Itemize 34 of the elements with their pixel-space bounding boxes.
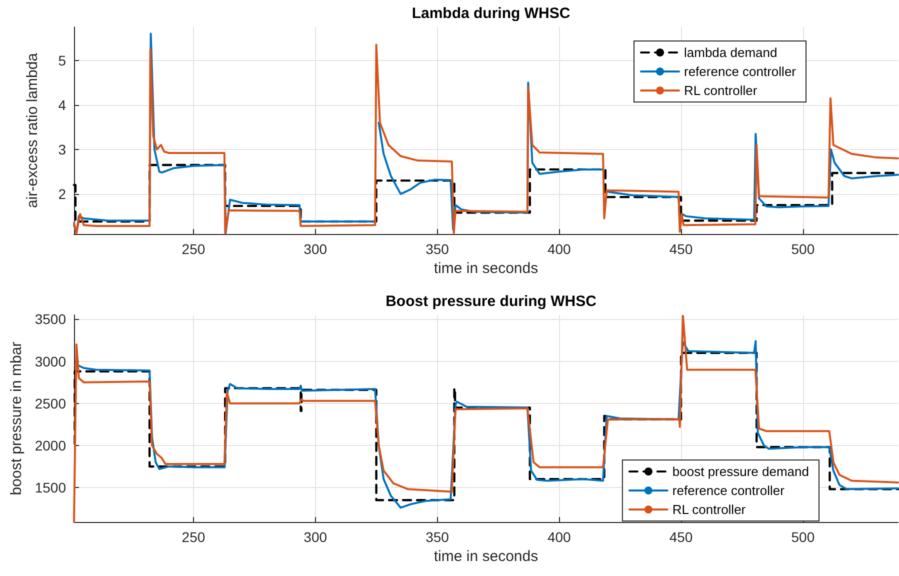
y-tick-label: 2000 <box>34 437 66 454</box>
x-tick-label: 400 <box>547 241 572 257</box>
y-axis-title: air-excess ratio lambda <box>24 52 41 208</box>
x-tick-label: 450 <box>669 241 693 257</box>
y-tick-label: 4 <box>58 96 66 113</box>
legend-label: RL controller <box>672 502 746 517</box>
legend-label: RL controller <box>684 83 758 98</box>
line-series <box>73 314 899 523</box>
y-tick-label: 3000 <box>34 353 66 370</box>
x-tick-label: 350 <box>426 529 450 545</box>
legend-label: reference controller <box>684 64 797 79</box>
x-tick-label: 500 <box>791 241 815 257</box>
y-tick-label: 3 <box>58 141 66 158</box>
x-tick-label: 250 <box>182 241 206 257</box>
chart-title: Boost pressure during WHSC <box>386 293 597 310</box>
chart-title: Lambda during WHSC <box>412 5 570 22</box>
legend-label: lambda demand <box>684 45 778 60</box>
x-axis-title: time in seconds <box>434 260 538 277</box>
y-axis-title: boost pressure in mbar <box>8 342 25 496</box>
y-tick-label: 2500 <box>34 395 66 412</box>
x-tick-label: 450 <box>669 529 693 545</box>
x-tick-label: 300 <box>304 241 328 257</box>
y-tick-label: 2 <box>58 186 66 202</box>
legend-label: boost pressure demand <box>672 464 810 479</box>
x-tick-label: 250 <box>182 529 206 545</box>
y-tick-label: 3500 <box>34 311 66 328</box>
legend-label: reference controller <box>672 483 786 498</box>
x-tick-label: 350 <box>426 241 450 257</box>
y-tick-label: 1500 <box>34 480 66 496</box>
x-tick-label: 400 <box>547 529 572 545</box>
x-axis-title: time in seconds <box>434 548 538 565</box>
x-tick-label: 500 <box>791 529 815 545</box>
y-tick-label: 5 <box>58 52 66 68</box>
x-tick-label: 300 <box>304 529 328 545</box>
